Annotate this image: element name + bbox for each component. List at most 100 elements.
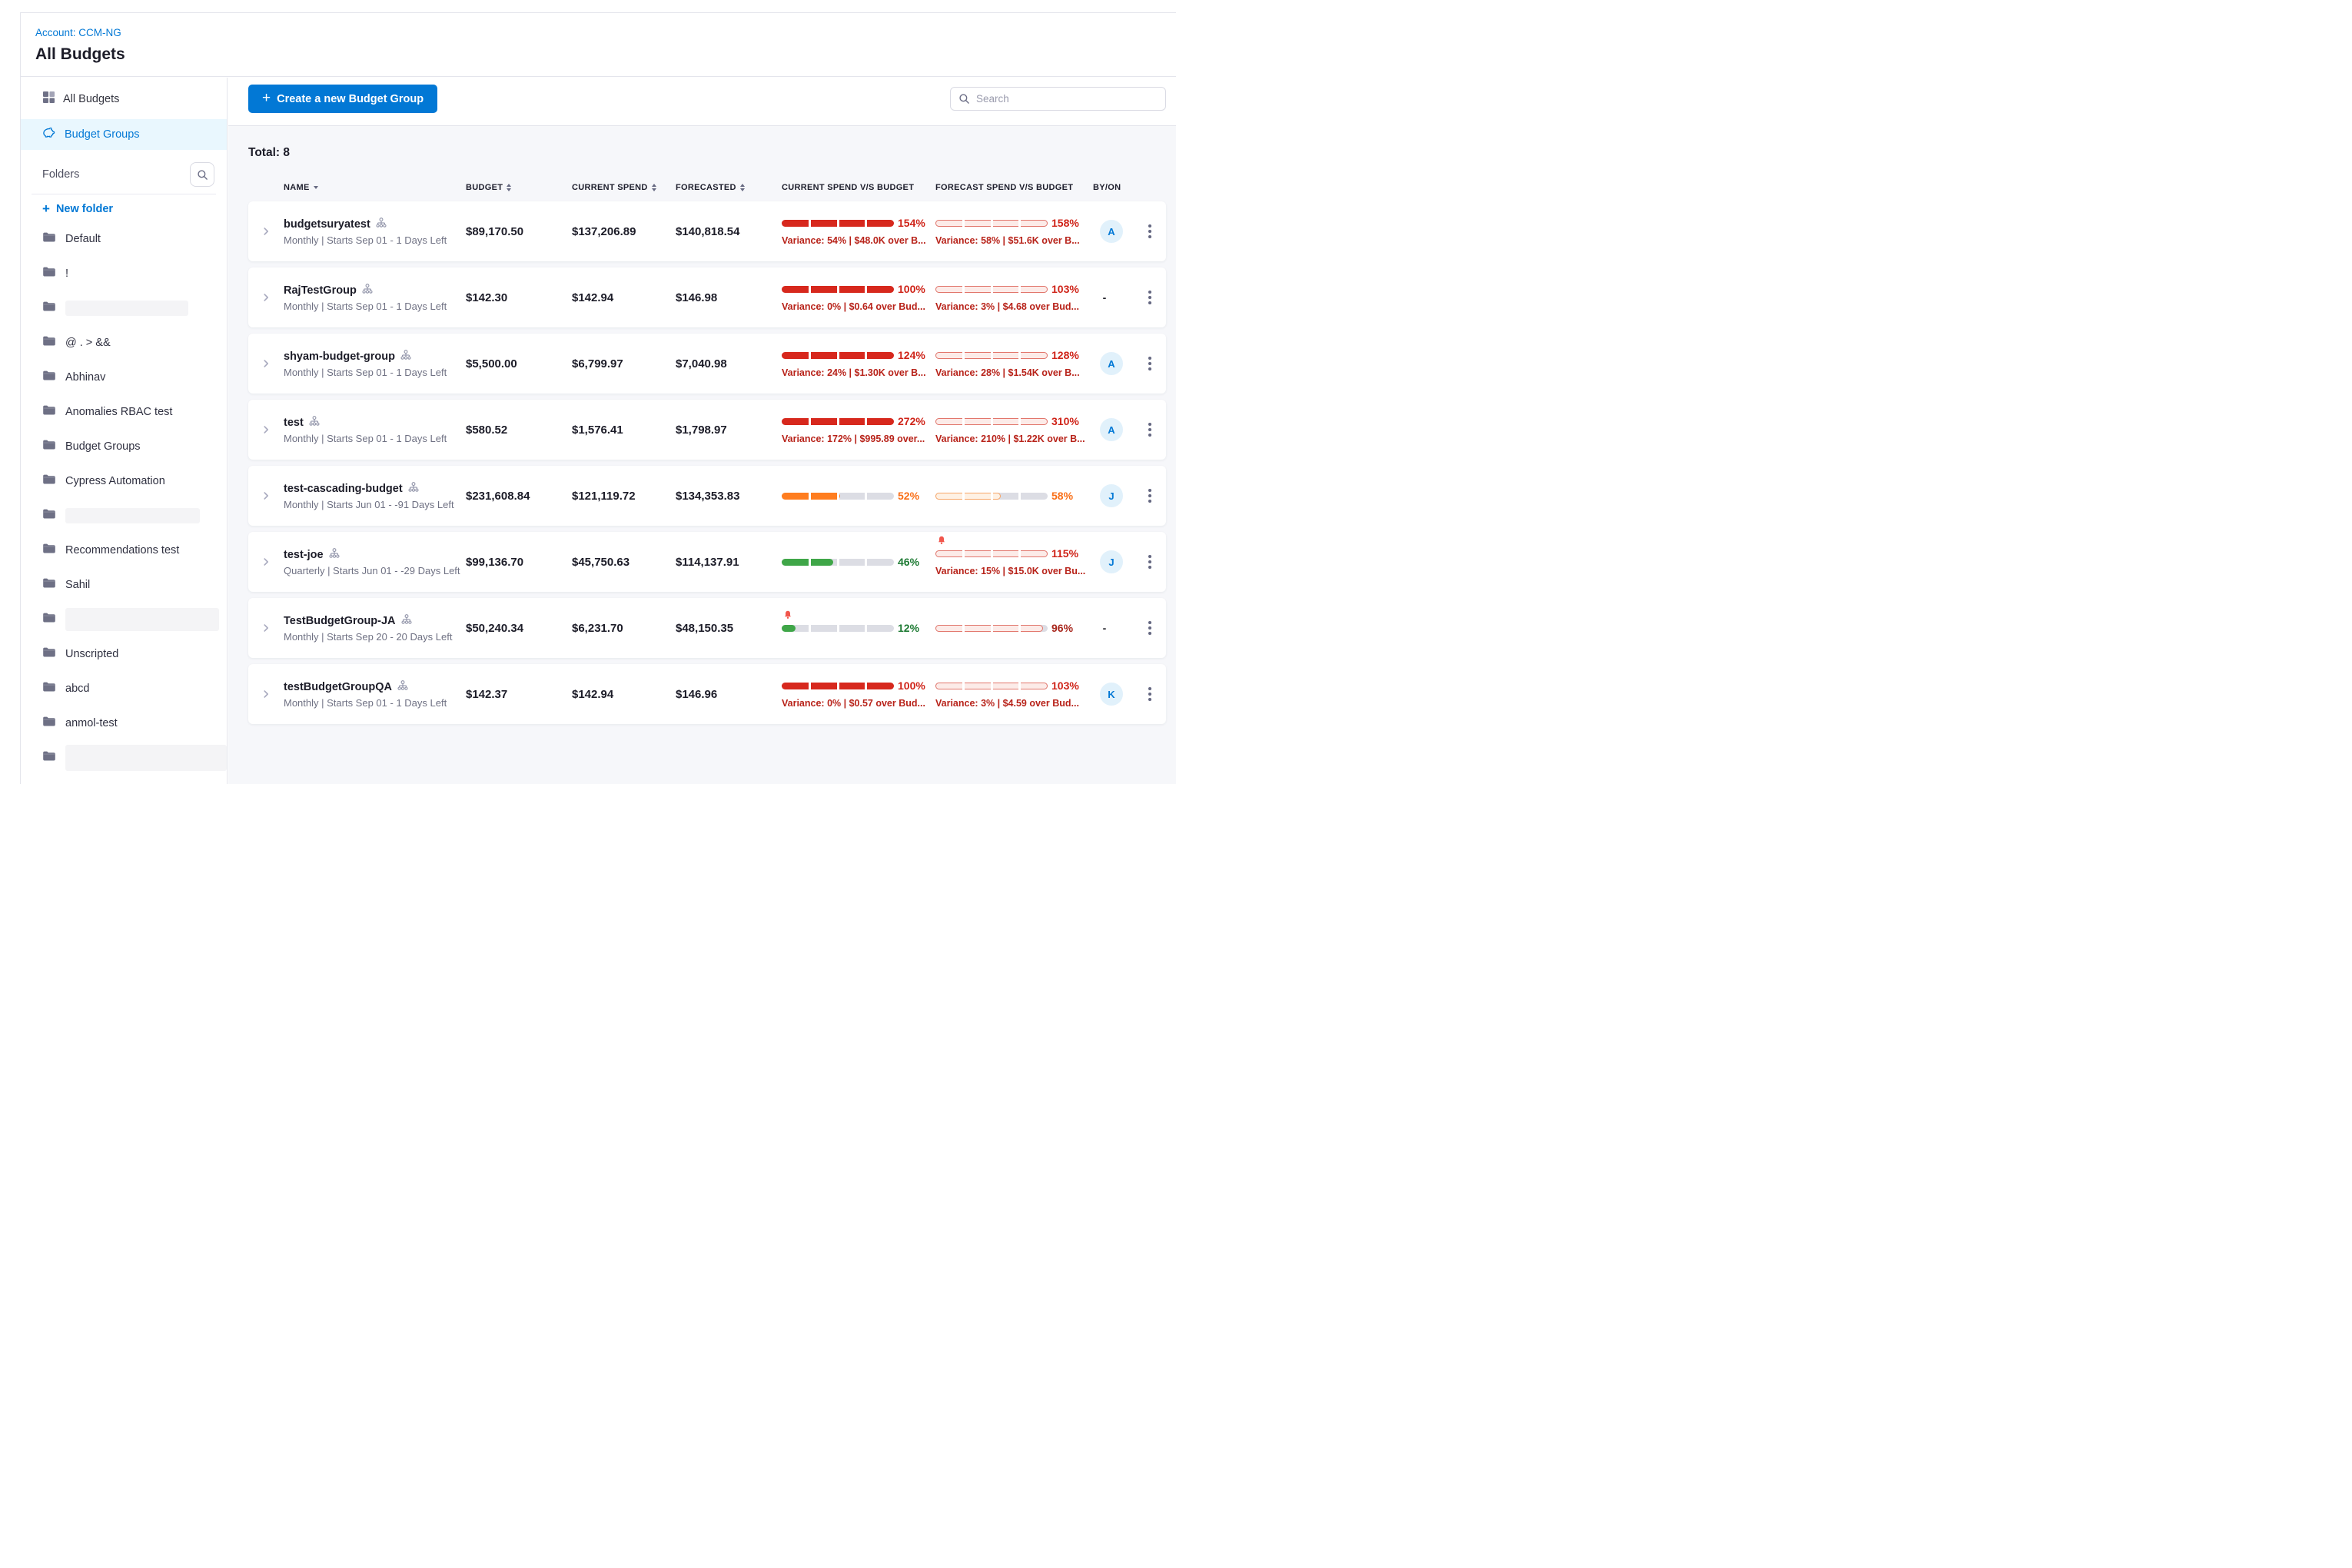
- budget-group-name[interactable]: test-cascading-budget: [284, 482, 458, 496]
- folder-icon: [42, 231, 56, 247]
- sidebar-item-budget-groups[interactable]: Budget Groups: [21, 119, 227, 150]
- forecasted-value: $140,818.54: [676, 225, 782, 238]
- folder-label: Cypress Automation: [65, 475, 165, 487]
- kebab-menu-button[interactable]: [1139, 616, 1161, 639]
- variance-text: Variance: 0% | $0.57 over Bud...: [782, 698, 928, 709]
- segment-gap: [962, 491, 965, 501]
- folder-icon: [42, 439, 56, 454]
- kebab-menu-button[interactable]: [1139, 220, 1161, 243]
- budget-group-name-cell: RajTestGroup Monthly | Starts Sep 01 - 1 …: [284, 284, 466, 312]
- table-row[interactable]: testBudgetGroupQA Monthly | Starts Sep 01…: [248, 664, 1166, 724]
- budget-group-name[interactable]: test: [284, 416, 458, 430]
- chevron-right-icon[interactable]: [257, 620, 274, 636]
- chevron-right-icon[interactable]: [257, 553, 274, 570]
- sort-descending-icon[interactable]: [314, 186, 318, 189]
- column-header-label: FORECASTED: [676, 183, 736, 192]
- budget-group-name[interactable]: testBudgetGroupQA: [284, 680, 458, 694]
- chevron-right-icon[interactable]: [257, 686, 274, 703]
- by-on-cell: A: [1093, 418, 1130, 441]
- chevron-right-icon[interactable]: [257, 289, 274, 306]
- kebab-dot: [1148, 230, 1151, 233]
- folder-item[interactable]: Unscripted: [21, 636, 227, 671]
- column-header-forecasted[interactable]: FORECASTED: [676, 183, 782, 192]
- sort-icon[interactable]: [507, 184, 511, 191]
- budget-group-name[interactable]: RajTestGroup: [284, 284, 458, 297]
- segment-gap: [1018, 549, 1021, 559]
- segment-gap: [837, 557, 839, 567]
- folder-item[interactable]: [21, 498, 227, 533]
- folder-item[interactable]: [21, 775, 227, 784]
- table-row[interactable]: test-joeQuarterly | Starts Jun 01 - -29 …: [248, 532, 1166, 592]
- sort-up-icon: [507, 184, 511, 187]
- kebab-dot: [1148, 357, 1151, 360]
- chevron-right-icon[interactable]: [257, 355, 274, 372]
- folder-item[interactable]: [21, 740, 227, 775]
- folder-icon: [42, 508, 56, 523]
- budget-group-name[interactable]: test-joe: [284, 548, 458, 562]
- folder-item[interactable]: Budget Groups: [21, 429, 227, 463]
- table-row[interactable]: RajTestGroup Monthly | Starts Sep 01 - 1 …: [248, 267, 1166, 327]
- segment-gap: [865, 284, 867, 294]
- budget-group-name[interactable]: budgetsuryatest: [284, 218, 458, 231]
- folder-item[interactable]: [21, 602, 227, 636]
- folder-item[interactable]: Anomalies RBAC test: [21, 394, 227, 429]
- kebab-menu-button[interactable]: [1139, 286, 1161, 309]
- sort-icon[interactable]: [740, 184, 745, 191]
- segment-gap: [837, 417, 839, 427]
- budget-group-name[interactable]: shyam-budget-group: [284, 350, 458, 364]
- folder-item[interactable]: anmol-test: [21, 706, 227, 740]
- folder-item[interactable]: @ . > &&: [21, 325, 227, 360]
- table-row[interactable]: TestBudgetGroup-JAMonthly | Starts Sep 2…: [248, 598, 1166, 658]
- budget-group-schedule: Monthly | Starts Jun 01 - -91 Days Left: [284, 499, 458, 510]
- budget-group-schedule: Monthly | Starts Sep 01 - 1 Days Left: [284, 697, 458, 709]
- kebab-menu-button[interactable]: [1139, 484, 1161, 507]
- progress-bar-track: [935, 352, 1048, 359]
- folder-item[interactable]: Default: [21, 221, 227, 256]
- hierarchy-icon: [376, 218, 387, 231]
- table-row[interactable]: budgetsuryatestMonthly | Starts Sep 01 -…: [248, 201, 1166, 261]
- budgets-app: Account: CCM-NG All Budgets All Budgets …: [0, 0, 1176, 784]
- table-row[interactable]: shyam-budget-groupMonthly | Starts Sep 0…: [248, 334, 1166, 394]
- total-count: Total: 8: [248, 146, 1166, 160]
- kebab-menu-button[interactable]: [1139, 418, 1161, 441]
- chevron-right-icon[interactable]: [257, 421, 274, 438]
- folder-item[interactable]: !: [21, 256, 227, 291]
- column-header-budget[interactable]: BUDGET: [466, 183, 572, 192]
- folder-search-button[interactable]: [190, 162, 214, 187]
- folder-item[interactable]: [21, 291, 227, 325]
- segment-gap: [809, 491, 811, 501]
- sort-icon[interactable]: [652, 184, 656, 191]
- hierarchy-icon: [408, 482, 419, 496]
- kebab-menu-button[interactable]: [1139, 683, 1161, 706]
- sidebar-item-all-budgets[interactable]: All Budgets: [21, 85, 227, 113]
- table-row[interactable]: test-cascading-budget Monthly | Starts Ju…: [248, 466, 1166, 526]
- column-header-current-spend[interactable]: CURRENT SPEND: [572, 183, 676, 192]
- search-input[interactable]: [976, 93, 1158, 105]
- kebab-menu-button[interactable]: [1139, 550, 1161, 573]
- folder-item[interactable]: Cypress Automation: [21, 463, 227, 498]
- budget-group-schedule: Monthly | Starts Sep 01 - 1 Days Left: [284, 301, 458, 312]
- folder-item[interactable]: Abhinav: [21, 360, 227, 394]
- progress-percent-label: 100%: [898, 283, 925, 295]
- progress-bar-row: 46%: [782, 556, 928, 568]
- budget-group-name-cell: TestBudgetGroup-JAMonthly | Starts Sep 2…: [284, 614, 466, 643]
- folder-item[interactable]: abcd: [21, 671, 227, 706]
- new-folder-button[interactable]: + New folder: [42, 202, 227, 215]
- chevron-right-icon[interactable]: [257, 223, 274, 240]
- column-header-name[interactable]: NAME: [284, 183, 466, 192]
- progress-percent-label: 12%: [898, 622, 919, 634]
- chevron-right-icon[interactable]: [257, 487, 274, 504]
- segment-gap: [837, 681, 839, 691]
- budget-group-name[interactable]: TestBudgetGroup-JA: [284, 614, 458, 628]
- progress-bar-row: 128%: [935, 349, 1085, 361]
- avatar: A: [1100, 220, 1123, 243]
- kebab-menu-button[interactable]: [1139, 352, 1161, 375]
- account-breadcrumb-link[interactable]: Account: CCM-NG: [35, 27, 121, 38]
- kebab-dot: [1148, 428, 1151, 431]
- table-row[interactable]: testMonthly | Starts Sep 01 - 1 Days Lef…: [248, 400, 1166, 460]
- folder-item[interactable]: Sahil: [21, 567, 227, 602]
- progress-bar-track: [782, 286, 894, 293]
- sort-up-icon: [652, 184, 656, 187]
- create-budget-group-button[interactable]: + Create a new Budget Group: [248, 85, 437, 113]
- folder-item[interactable]: Recommendations test: [21, 533, 227, 567]
